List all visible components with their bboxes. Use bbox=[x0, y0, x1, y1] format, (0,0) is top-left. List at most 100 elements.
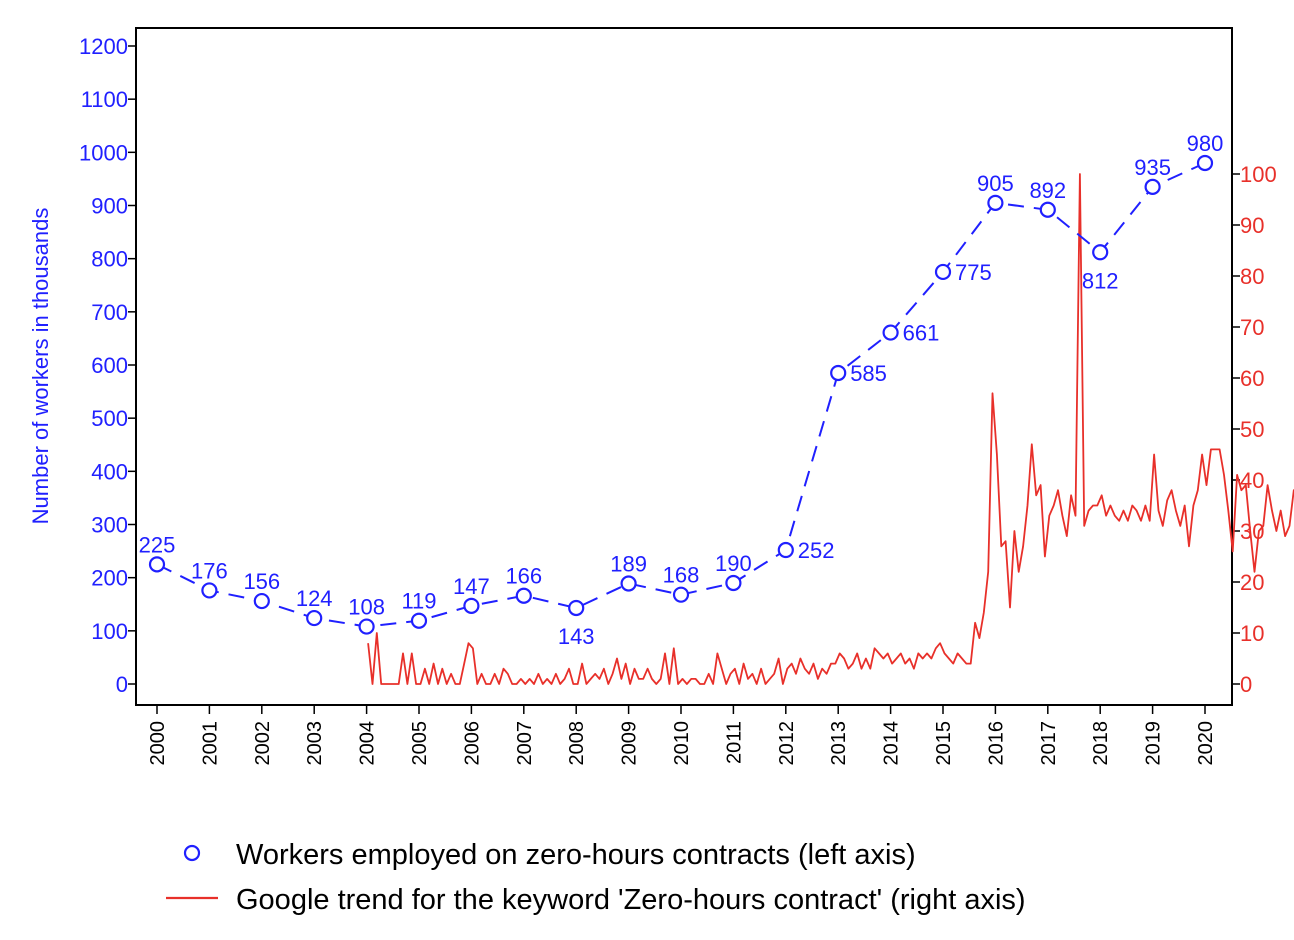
workers-data-label: 143 bbox=[558, 624, 595, 649]
y-axis-left: 0 100 200 300 400 500 600 700 800 900 1000 1100 1200 bbox=[79, 34, 136, 697]
workers-data-label: 156 bbox=[243, 569, 280, 594]
x-tick-label: 2020 bbox=[1195, 721, 1217, 766]
x-tick-label: 2011 bbox=[723, 721, 745, 764]
workers-point bbox=[620, 575, 637, 592]
workers-data-label: 189 bbox=[610, 552, 647, 577]
y-left-tick-label: 700 bbox=[91, 300, 128, 325]
workers-data-label: 119 bbox=[401, 589, 436, 614]
workers-data-label: 168 bbox=[663, 563, 700, 588]
y-right-tick-label: 80 bbox=[1240, 264, 1264, 289]
workers-point bbox=[253, 592, 270, 610]
workers-data-label: 225 bbox=[139, 532, 176, 557]
workers-point bbox=[1144, 178, 1161, 195]
workers-data-label: 905 bbox=[977, 171, 1014, 196]
google-trend-line bbox=[367, 173, 1294, 685]
x-axis: 2000 2001 2002 2003 2004 2005 2006 2007 2008 2009… bbox=[147, 705, 1217, 766]
workers-data-label: 585 bbox=[850, 361, 887, 386]
y-left-tick-label: 0 bbox=[116, 672, 128, 697]
legend: Workers employed on zero-hours contracts… bbox=[166, 839, 1026, 916]
x-tick-label: 2003 bbox=[304, 721, 326, 766]
y-left-tick-label: 1100 bbox=[81, 87, 128, 112]
y-left-tick-label: 300 bbox=[91, 512, 128, 537]
legend-marker-workers bbox=[183, 844, 201, 862]
y-left-tick-label: 600 bbox=[91, 353, 128, 378]
x-tick-label: 2015 bbox=[933, 721, 955, 766]
workers-point bbox=[358, 618, 375, 635]
y-right-tick-label: 40 bbox=[1240, 468, 1264, 493]
x-tick-label: 2016 bbox=[985, 721, 1007, 766]
workers-point bbox=[1092, 244, 1109, 261]
workers-point bbox=[1039, 201, 1056, 218]
workers-data-label: 147 bbox=[453, 574, 490, 599]
x-tick-label: 2006 bbox=[461, 721, 483, 766]
workers-point bbox=[306, 609, 323, 627]
workers-data-label: 166 bbox=[505, 564, 542, 589]
legend-label-workers: Workers employed on zero-hours contracts… bbox=[236, 839, 916, 871]
x-tick-label: 2019 bbox=[1143, 721, 1165, 766]
google-trend-series bbox=[367, 173, 1294, 685]
y-right-tick-label: 70 bbox=[1240, 315, 1264, 340]
workers-data-label: 190 bbox=[715, 551, 752, 576]
workers-data-label: 812 bbox=[1082, 268, 1119, 293]
plot-frame bbox=[135, 27, 1233, 706]
workers-data-label: 661 bbox=[903, 321, 940, 346]
y-right-tick-label: 30 bbox=[1240, 519, 1264, 544]
x-tick-label: 2005 bbox=[409, 721, 431, 766]
x-tick-label: 2004 bbox=[357, 721, 379, 766]
workers-point bbox=[463, 597, 480, 614]
workers-point bbox=[410, 612, 428, 629]
workers-point bbox=[148, 556, 166, 573]
workers-data-label: 252 bbox=[798, 538, 835, 563]
y-left-tick-label: 400 bbox=[91, 459, 128, 484]
workers-series: 225 176 156 124 108 119 147 166 143 189 168 190 252 5… bbox=[139, 131, 1224, 649]
workers-line bbox=[156, 162, 1206, 628]
y-axis-left-label: Number of workers in thousands bbox=[28, 208, 53, 525]
x-tick-label: 2014 bbox=[881, 721, 903, 766]
x-tick-label: 2018 bbox=[1090, 721, 1112, 766]
y-right-tick-label: 10 bbox=[1240, 621, 1264, 646]
y-right-tick-label: 100 bbox=[1240, 162, 1277, 187]
workers-point bbox=[1196, 154, 1214, 172]
y-left-tick-label: 500 bbox=[91, 406, 128, 431]
workers-point bbox=[201, 582, 218, 599]
y-left-tick-label: 100 bbox=[91, 619, 128, 644]
y-right-tick-label: 60 bbox=[1240, 366, 1264, 391]
workers-data-label: 108 bbox=[348, 595, 385, 620]
y-right-tick-label: 90 bbox=[1240, 213, 1264, 238]
y-right-tick-label: 0 bbox=[1240, 672, 1252, 697]
y-left-tick-label: 900 bbox=[91, 193, 128, 218]
workers-data-label: 124 bbox=[296, 586, 333, 611]
y-left-tick-label: 1000 bbox=[79, 140, 128, 165]
workers-point bbox=[725, 574, 742, 592]
x-tick-label: 2012 bbox=[776, 721, 798, 766]
workers-data-label: 775 bbox=[955, 260, 992, 285]
x-tick-label: 2002 bbox=[252, 721, 274, 766]
x-tick-label: 2017 bbox=[1038, 721, 1060, 766]
y-axis-right: 0 10 20 30 40 50 60 70 80 90 100 bbox=[1232, 162, 1277, 697]
workers-point bbox=[830, 364, 847, 382]
x-tick-label: 2010 bbox=[671, 721, 693, 766]
workers-point bbox=[672, 586, 690, 603]
y-right-tick-label: 20 bbox=[1240, 570, 1264, 595]
workers-data-label: 980 bbox=[1187, 131, 1224, 156]
workers-point bbox=[934, 263, 952, 281]
x-tick-label: 2001 bbox=[199, 721, 221, 766]
workers-data-label: 892 bbox=[1029, 178, 1066, 203]
x-tick-label: 2013 bbox=[828, 721, 850, 766]
y-right-tick-label: 50 bbox=[1240, 417, 1264, 442]
y-left-tick-label: 1200 bbox=[79, 34, 128, 59]
x-tick-label: 2009 bbox=[619, 721, 641, 766]
workers-point bbox=[568, 599, 585, 617]
legend-label-google: Google trend for the keyword 'Zero-hours… bbox=[236, 884, 1026, 916]
x-tick-label: 2000 bbox=[147, 721, 169, 766]
workers-point bbox=[515, 587, 532, 604]
y-left-tick-label: 200 bbox=[91, 566, 128, 591]
x-tick-label: 2007 bbox=[514, 721, 536, 766]
workers-data-label: 935 bbox=[1134, 155, 1171, 180]
workers-point bbox=[777, 541, 794, 559]
workers-point bbox=[882, 324, 899, 341]
x-tick-label: 2008 bbox=[566, 721, 588, 766]
workers-data-label: 176 bbox=[191, 558, 228, 583]
workers-point bbox=[987, 194, 1004, 211]
